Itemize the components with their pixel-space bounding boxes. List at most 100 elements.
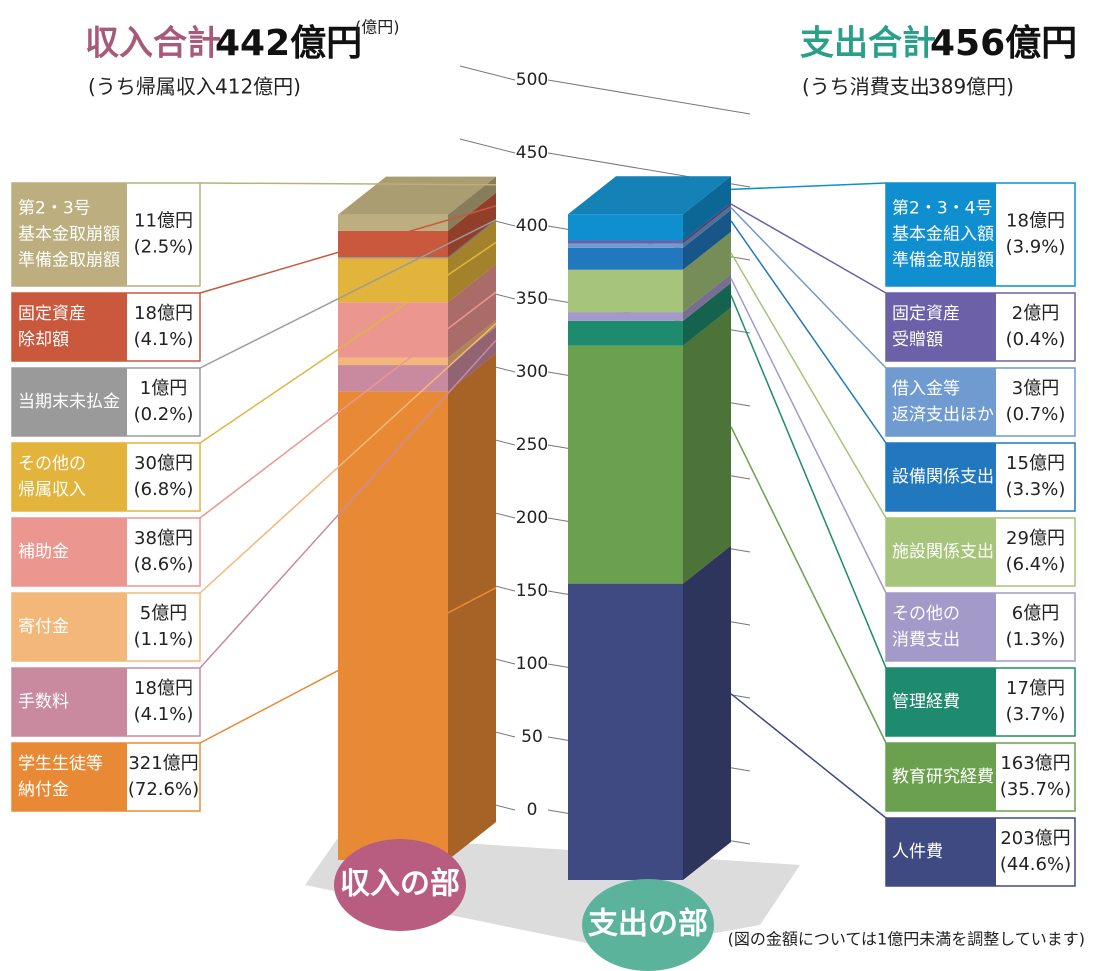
segment-name: 固定資産: [18, 304, 86, 324]
bar-segment: [338, 257, 448, 259]
segment-name: 補助金: [18, 542, 69, 562]
bar-top-shade: [568, 176, 731, 215]
label-color: [12, 593, 127, 661]
bar-segment: [568, 312, 683, 321]
bar-segment: [568, 214, 683, 241]
leader-line: [730, 294, 887, 669]
bar-segment: [338, 391, 448, 860]
badge-label: 支出の部: [588, 907, 708, 942]
share-label: (6.4%): [1006, 554, 1066, 575]
bar-side-shade: [683, 282, 731, 346]
y-tick-label: 50: [521, 727, 543, 747]
bar-segment: [338, 230, 448, 258]
leader-line: [730, 426, 887, 744]
segment-name: 準備金取崩額: [18, 251, 120, 271]
bar-segment: [568, 320, 683, 346]
value-label: 163億円: [1000, 753, 1070, 774]
bar-side-shade: [683, 545, 731, 880]
value-label: 18億円: [134, 678, 193, 699]
y-tick-label: 450: [516, 143, 548, 163]
label-color: [12, 368, 127, 436]
leader-line: [730, 203, 887, 294]
leader-line: [730, 278, 887, 594]
leader-line: [199, 182, 497, 186]
value-label: 29億円: [1006, 528, 1065, 549]
leader-line: [730, 182, 887, 191]
value-label: 3億円: [1012, 378, 1059, 399]
share-label: (4.1%): [134, 329, 194, 350]
share-label: (1.3%): [1006, 629, 1066, 650]
leader-line: [199, 322, 497, 594]
bar-side-shade: [448, 220, 496, 303]
leader-line: [199, 339, 497, 669]
share-label: (2.5%): [134, 237, 194, 258]
segment-name: 準備金取崩額: [892, 251, 994, 271]
label-color: [886, 593, 996, 661]
bar-side: [448, 220, 496, 303]
income-sub-label: (うち帰属収入: [88, 75, 216, 99]
y-tick-label: 150: [516, 581, 548, 601]
value-label: 6億円: [1012, 603, 1059, 624]
bar-side: [683, 274, 731, 321]
share-label: (6.8%): [134, 479, 194, 500]
y-tick-label: 100: [516, 654, 548, 674]
bar-side-shade: [683, 202, 731, 244]
bar-side-shade: [683, 274, 731, 321]
bar-side-shade: [683, 231, 731, 313]
bar-top: [338, 176, 496, 215]
bar-side: [448, 319, 496, 366]
segment-name: 除却額: [18, 330, 69, 350]
leader-line: [199, 219, 497, 369]
label-color: [12, 183, 127, 286]
segment-name: 管理経費: [892, 692, 960, 712]
share-label: (4.1%): [134, 704, 194, 725]
bar-top-shade: [338, 176, 496, 215]
value-label: 18億円: [1006, 211, 1065, 232]
bar-side-shade: [683, 205, 731, 248]
label-color: [12, 668, 127, 736]
label-color: [12, 443, 127, 511]
expense-total: 456億円: [930, 23, 1077, 64]
leader-line: [199, 241, 497, 444]
bar-side-shade: [683, 209, 731, 270]
segment-name: 納付金: [18, 780, 69, 800]
y-tick-label: 250: [516, 435, 548, 455]
value-label: 11億円: [134, 211, 193, 232]
segment-name: 返済支出ほか: [892, 405, 994, 425]
segment-name: 消費支出: [892, 630, 960, 650]
bar-segment: [568, 243, 683, 248]
bar-side: [448, 353, 496, 860]
y-tick-label: 400: [516, 216, 548, 236]
share-label: (3.7%): [1006, 704, 1066, 725]
segment-name: 借入金等: [892, 379, 960, 399]
bar-segment: [568, 269, 683, 313]
label-color: [886, 368, 996, 436]
share-label: (3.3%): [1006, 479, 1066, 500]
leader-line: [730, 252, 887, 519]
value-label: 321億円: [128, 753, 198, 774]
label-color: [886, 668, 996, 736]
segment-name: 人件費: [892, 842, 943, 862]
expense-sub-value: 389億円): [928, 75, 1014, 99]
bar-side: [683, 231, 731, 313]
y-tick-label: 300: [516, 362, 548, 382]
segment-name: 当期末未払金: [18, 392, 120, 412]
value-label: 15億円: [1006, 453, 1065, 474]
segment-name: 第2・3・4号: [892, 199, 992, 219]
bar-top: [568, 176, 731, 215]
label-color: [12, 518, 127, 586]
bar-side: [683, 202, 731, 244]
share-label: (0.7%): [1006, 404, 1066, 425]
share-label: (8.6%): [134, 554, 194, 575]
note: (図の金額については1億円未満を調整しています): [728, 930, 1085, 949]
income-sub-value: 412億円): [215, 75, 301, 99]
expense-title: 支出合計: [800, 24, 936, 64]
bar-side-shade: [448, 353, 496, 860]
share-label: (1.1%): [134, 629, 194, 650]
tick-line: [459, 65, 751, 115]
value-label: 5億円: [140, 603, 187, 624]
label-color: [886, 443, 996, 511]
segment-name: 教育研究経費: [892, 767, 994, 787]
bar-side: [683, 282, 731, 346]
